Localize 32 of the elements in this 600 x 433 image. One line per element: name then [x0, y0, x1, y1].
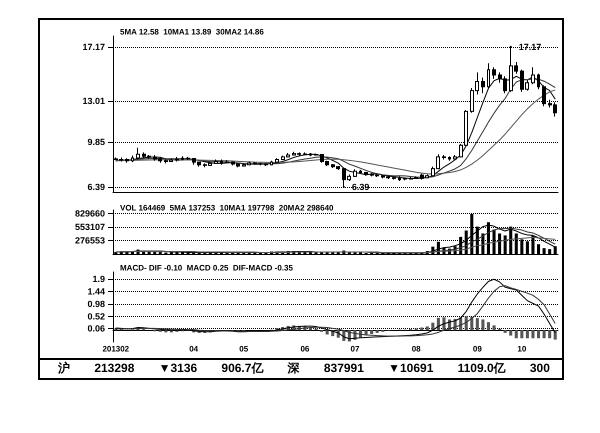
- text: 837991: [324, 361, 364, 375]
- x-tick-label: 05: [239, 344, 249, 354]
- annotation: MACD- DIF -0.10 MACD 0.25 DIF-MACD -0.35: [120, 264, 294, 272]
- text: 1109.0亿: [458, 360, 506, 376]
- text: 906.7亿: [221, 360, 264, 376]
- y-tick-label: 1.9: [92, 274, 105, 284]
- text: 沪: [58, 360, 70, 376]
- y-tick-label: 1.44: [87, 286, 105, 297]
- x-tick-label: 10: [517, 344, 527, 354]
- y-tick-label: 9.85: [87, 136, 105, 147]
- y-tick-label: 276553: [74, 235, 105, 246]
- x-tick-label: 08: [412, 344, 422, 354]
- y-tick-label: 553107: [74, 222, 105, 232]
- x-tick-label: 09: [472, 344, 482, 354]
- text: 5MA 12.58 10MA1 13.89 30MA2 14.86: [120, 28, 264, 36]
- y-tick-label: 0.06: [87, 324, 105, 334]
- x-tick-label: 201302: [102, 344, 130, 354]
- annotation: VOL 164469 5MA 137253 10MA1 197798 20MA2 298640: [120, 204, 334, 212]
- x-tick-label: 04: [189, 344, 199, 354]
- y-tick-label: 0.98: [87, 298, 105, 309]
- text: 300: [530, 361, 550, 375]
- x-tick-label: 07: [350, 344, 360, 354]
- y-tick-label: 17.17: [82, 42, 105, 52]
- x-tick-label: 06: [300, 344, 310, 354]
- y-tick-label: 6.39: [87, 182, 105, 192]
- text: ▼10691: [388, 361, 434, 375]
- text: 深: [288, 360, 300, 376]
- text: ▼3136: [158, 361, 198, 375]
- y-tick-label: 13.01: [82, 96, 105, 106]
- text: 213298: [94, 361, 134, 375]
- y-tick-label: 829660: [74, 208, 105, 218]
- y-tick-label: 0.52: [87, 311, 105, 322]
